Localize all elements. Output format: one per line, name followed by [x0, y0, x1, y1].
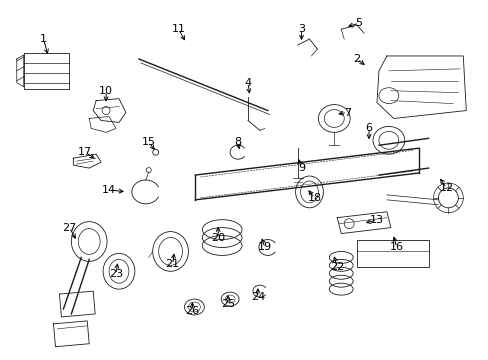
Text: 3: 3: [298, 24, 305, 34]
Text: 5: 5: [355, 18, 362, 28]
Text: 24: 24: [250, 292, 264, 302]
Text: 4: 4: [244, 78, 251, 88]
Text: 25: 25: [221, 299, 235, 309]
Text: 20: 20: [211, 233, 225, 243]
Text: 22: 22: [329, 262, 344, 272]
Text: 16: 16: [389, 243, 403, 252]
Text: 23: 23: [109, 269, 123, 279]
Text: 19: 19: [257, 243, 271, 252]
Text: 18: 18: [307, 193, 321, 203]
Text: 12: 12: [439, 183, 452, 193]
Text: 8: 8: [234, 137, 241, 147]
Text: 7: 7: [343, 108, 350, 117]
Text: 1: 1: [40, 34, 47, 44]
Bar: [356, 239, 427, 267]
Text: 26: 26: [185, 306, 199, 316]
Text: 2: 2: [353, 54, 360, 64]
Text: 14: 14: [102, 185, 116, 195]
Text: 15: 15: [142, 137, 155, 147]
Text: 13: 13: [369, 215, 383, 225]
Text: 17: 17: [78, 147, 92, 157]
Text: 9: 9: [297, 163, 305, 173]
Text: 21: 21: [165, 259, 179, 269]
Text: 27: 27: [62, 222, 76, 233]
Text: 11: 11: [171, 24, 185, 34]
Text: 6: 6: [365, 123, 372, 134]
Text: 10: 10: [99, 86, 113, 96]
